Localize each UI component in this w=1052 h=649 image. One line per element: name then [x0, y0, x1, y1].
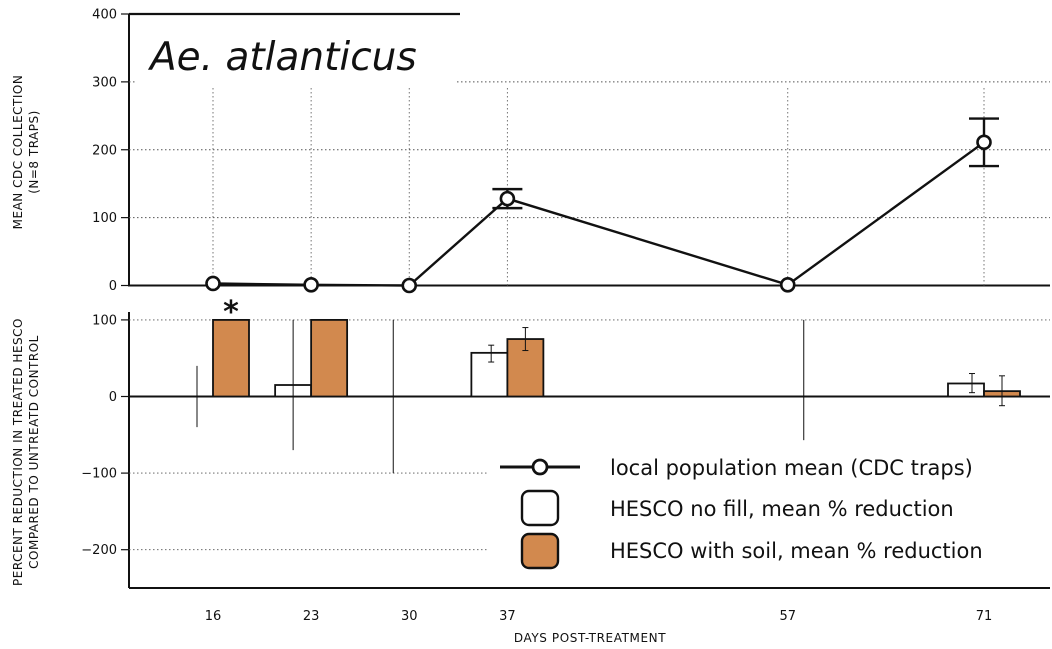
x-axis-label: DAYS POST-TREATMENT — [514, 631, 666, 645]
bottom-y-tick-label: 100 — [92, 313, 117, 328]
bottom-y-tick-label: 0 — [109, 390, 117, 405]
population-mean-line — [212, 141, 985, 287]
top-y-tick-label: 300 — [92, 75, 117, 90]
top-y-tick-label: 0 — [109, 279, 117, 294]
population-mean-marker — [779, 277, 796, 293]
title-background — [137, 16, 457, 86]
legend-line-marker — [531, 458, 549, 476]
bottom-panel: 100 0 −100 −200 * 16 23 30 37 57 71 — [81, 295, 1050, 624]
top-panel: 0 100 200 300 400 Ae. atlanticus — [92, 8, 1050, 294]
legend-soil-swatch — [520, 532, 560, 570]
chart-title: Ae. atlanticus — [147, 35, 417, 80]
population-mean-marker — [303, 277, 319, 293]
legend-nofill-label: HESCO no fill, mean % reduction — [610, 497, 954, 521]
population-mean-marker — [976, 134, 992, 151]
soil-bar — [310, 318, 349, 398]
x-tick-label: 37 — [499, 609, 516, 624]
legend-line-label: local population mean (CDC traps) — [610, 456, 973, 480]
bottom-y-tick-label: −200 — [81, 543, 117, 558]
top-y-tick-label: 200 — [92, 143, 117, 158]
bottom-y-axis-label-line2: COMPARED TO UNTREATD CONTROL — [27, 335, 41, 569]
axes-labels: MEAN CDC COLLECTION (N=8 TRAPS) PERCENT RE… — [11, 75, 666, 645]
top-y-tick-label: 100 — [92, 211, 117, 226]
soil-bar — [212, 318, 250, 398]
top-y-axis-label-line2: (N=8 TRAPS) — [27, 110, 41, 194]
nofill-bar — [947, 382, 985, 398]
population-mean-marker — [499, 190, 516, 207]
legend: local population mean (CDC traps) HESCO n… — [488, 445, 1050, 580]
x-tick-label: 71 — [976, 609, 993, 624]
legend-soil-label: HESCO with soil, mean % reduction — [610, 539, 983, 563]
top-y-tick-label: 400 — [92, 8, 117, 23]
x-tick-label: 30 — [401, 609, 418, 624]
nofill-bar — [470, 351, 509, 398]
population-mean-marker — [205, 275, 221, 292]
x-tick-label: 16 — [205, 609, 222, 624]
x-tick-label: 57 — [779, 609, 796, 624]
legend-background — [488, 445, 1050, 580]
legend-nofill-swatch — [520, 489, 560, 527]
bottom-y-axis-label-line1: PERCENT REDUCTION IN TREATED HESCO — [11, 318, 25, 586]
top-y-axis-label-line1: MEAN CDC COLLECTION — [11, 75, 25, 230]
significance-asterisk: * — [223, 295, 239, 330]
x-tick-label: 23 — [303, 609, 320, 624]
population-mean-marker — [401, 277, 418, 294]
bottom-y-tick-label: −100 — [81, 467, 117, 482]
